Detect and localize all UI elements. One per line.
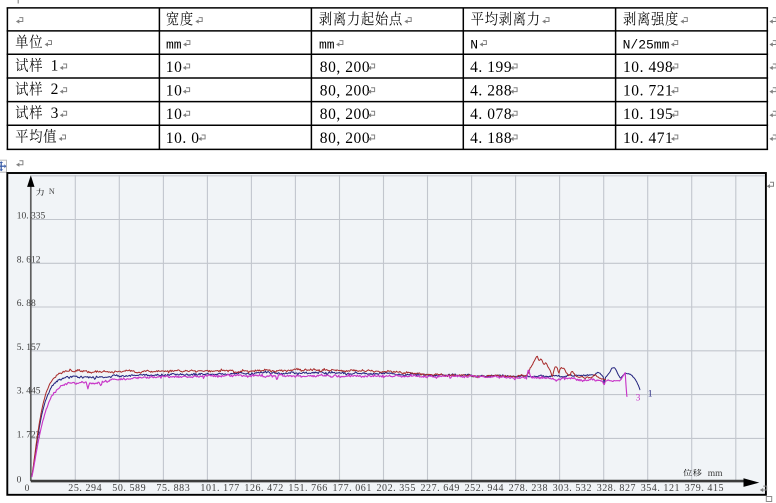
svg-text:N: N (470, 37, 478, 52)
svg-text:3: 3 (636, 394, 641, 404)
svg-text:mm: mm (166, 37, 182, 52)
svg-text:5. 157: 5. 157 (17, 343, 41, 353)
svg-text:10. 721: 10. 721 (623, 83, 673, 100)
svg-text:10: 10 (166, 106, 183, 123)
svg-text:202. 355: 202. 355 (377, 483, 416, 494)
svg-text:10: 10 (166, 83, 183, 100)
svg-text:4. 288: 4. 288 (470, 83, 512, 100)
svg-text:4. 078: 4. 078 (470, 106, 512, 123)
svg-text:10. 498: 10. 498 (623, 59, 673, 76)
svg-text:N: N (49, 187, 55, 196)
svg-text:75. 883: 75. 883 (156, 483, 190, 494)
svg-text:50. 589: 50. 589 (112, 483, 146, 494)
svg-text:10. 335: 10. 335 (17, 212, 46, 222)
svg-text:80, 200: 80, 200 (320, 59, 370, 76)
svg-text:328. 827: 328. 827 (597, 483, 636, 494)
svg-text:278. 238: 278. 238 (509, 483, 548, 494)
svg-text:303. 532: 303. 532 (553, 483, 592, 494)
svg-text:80, 200: 80, 200 (320, 106, 370, 123)
svg-text:0: 0 (25, 484, 30, 494)
svg-text:mm: mm (708, 469, 723, 479)
svg-text:6. 88: 6. 88 (17, 299, 36, 309)
svg-text:1: 1 (648, 389, 653, 399)
svg-text:25. 294: 25. 294 (68, 483, 102, 494)
svg-text:2: 2 (51, 81, 59, 98)
svg-text:1: 1 (51, 58, 59, 75)
svg-text:227. 649: 227. 649 (421, 483, 460, 494)
svg-text:N/25mm: N/25mm (623, 37, 670, 52)
svg-text:354. 121: 354. 121 (641, 483, 680, 494)
svg-text:3: 3 (51, 105, 59, 122)
svg-text:252. 944: 252. 944 (465, 483, 504, 494)
svg-text:126. 472: 126. 472 (244, 483, 283, 494)
svg-text:mm: mm (319, 37, 335, 52)
svg-text:1. 722: 1. 722 (17, 430, 41, 440)
svg-text:3. 445: 3. 445 (17, 387, 41, 397)
svg-text:10. 195: 10. 195 (623, 106, 673, 123)
svg-text:80, 200: 80, 200 (320, 130, 370, 147)
svg-text:10. 0: 10. 0 (166, 130, 200, 147)
svg-text:4. 188: 4. 188 (470, 130, 512, 147)
svg-text:151. 766: 151. 766 (288, 483, 327, 494)
svg-text:0: 0 (17, 475, 22, 485)
svg-text:4. 199: 4. 199 (470, 59, 512, 76)
svg-text:177. 061: 177. 061 (333, 483, 372, 494)
svg-text:379. 415: 379. 415 (685, 483, 724, 494)
svg-text:101. 177: 101. 177 (200, 483, 239, 494)
svg-text:10: 10 (166, 59, 183, 76)
svg-text:10. 471: 10. 471 (623, 130, 673, 147)
svg-text:8. 612: 8. 612 (17, 255, 41, 265)
svg-text:80, 200: 80, 200 (320, 83, 370, 100)
